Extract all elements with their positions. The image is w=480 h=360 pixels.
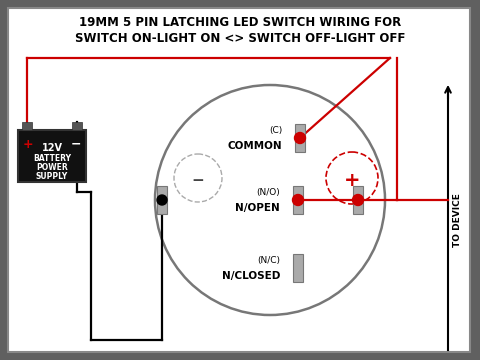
Text: +: + — [344, 171, 360, 189]
Text: POWER: POWER — [36, 162, 68, 171]
Bar — [353, 186, 363, 214]
Text: (N/C): (N/C) — [257, 256, 280, 265]
Bar — [72, 122, 82, 130]
Text: SWITCH ON-LIGHT ON <> SWITCH OFF-LIGHT OFF: SWITCH ON-LIGHT ON <> SWITCH OFF-LIGHT O… — [75, 32, 405, 45]
Circle shape — [352, 194, 363, 206]
Text: 12V: 12V — [41, 143, 62, 153]
Text: 19MM 5 PIN LATCHING LED SWITCH WIRING FOR: 19MM 5 PIN LATCHING LED SWITCH WIRING FO… — [79, 15, 401, 28]
Text: −: − — [71, 138, 81, 150]
Circle shape — [157, 195, 167, 205]
Text: TO DEVICE: TO DEVICE — [454, 193, 463, 247]
Text: +: + — [23, 138, 33, 150]
Text: COMMON: COMMON — [228, 141, 282, 151]
Text: N/OPEN: N/OPEN — [235, 203, 280, 213]
Text: (C): (C) — [269, 126, 282, 135]
Bar — [157, 186, 167, 214]
Text: (N/O): (N/O) — [256, 188, 280, 197]
Text: SUPPLY: SUPPLY — [36, 171, 68, 180]
Bar — [18, 130, 86, 182]
Text: BATTERY: BATTERY — [33, 153, 71, 162]
Text: N/CLOSED: N/CLOSED — [222, 271, 280, 281]
Bar — [22, 122, 32, 130]
Circle shape — [295, 132, 305, 144]
Bar — [295, 124, 305, 152]
Bar — [293, 186, 303, 214]
Text: −: − — [192, 172, 204, 188]
Bar — [293, 254, 303, 282]
Circle shape — [292, 194, 303, 206]
